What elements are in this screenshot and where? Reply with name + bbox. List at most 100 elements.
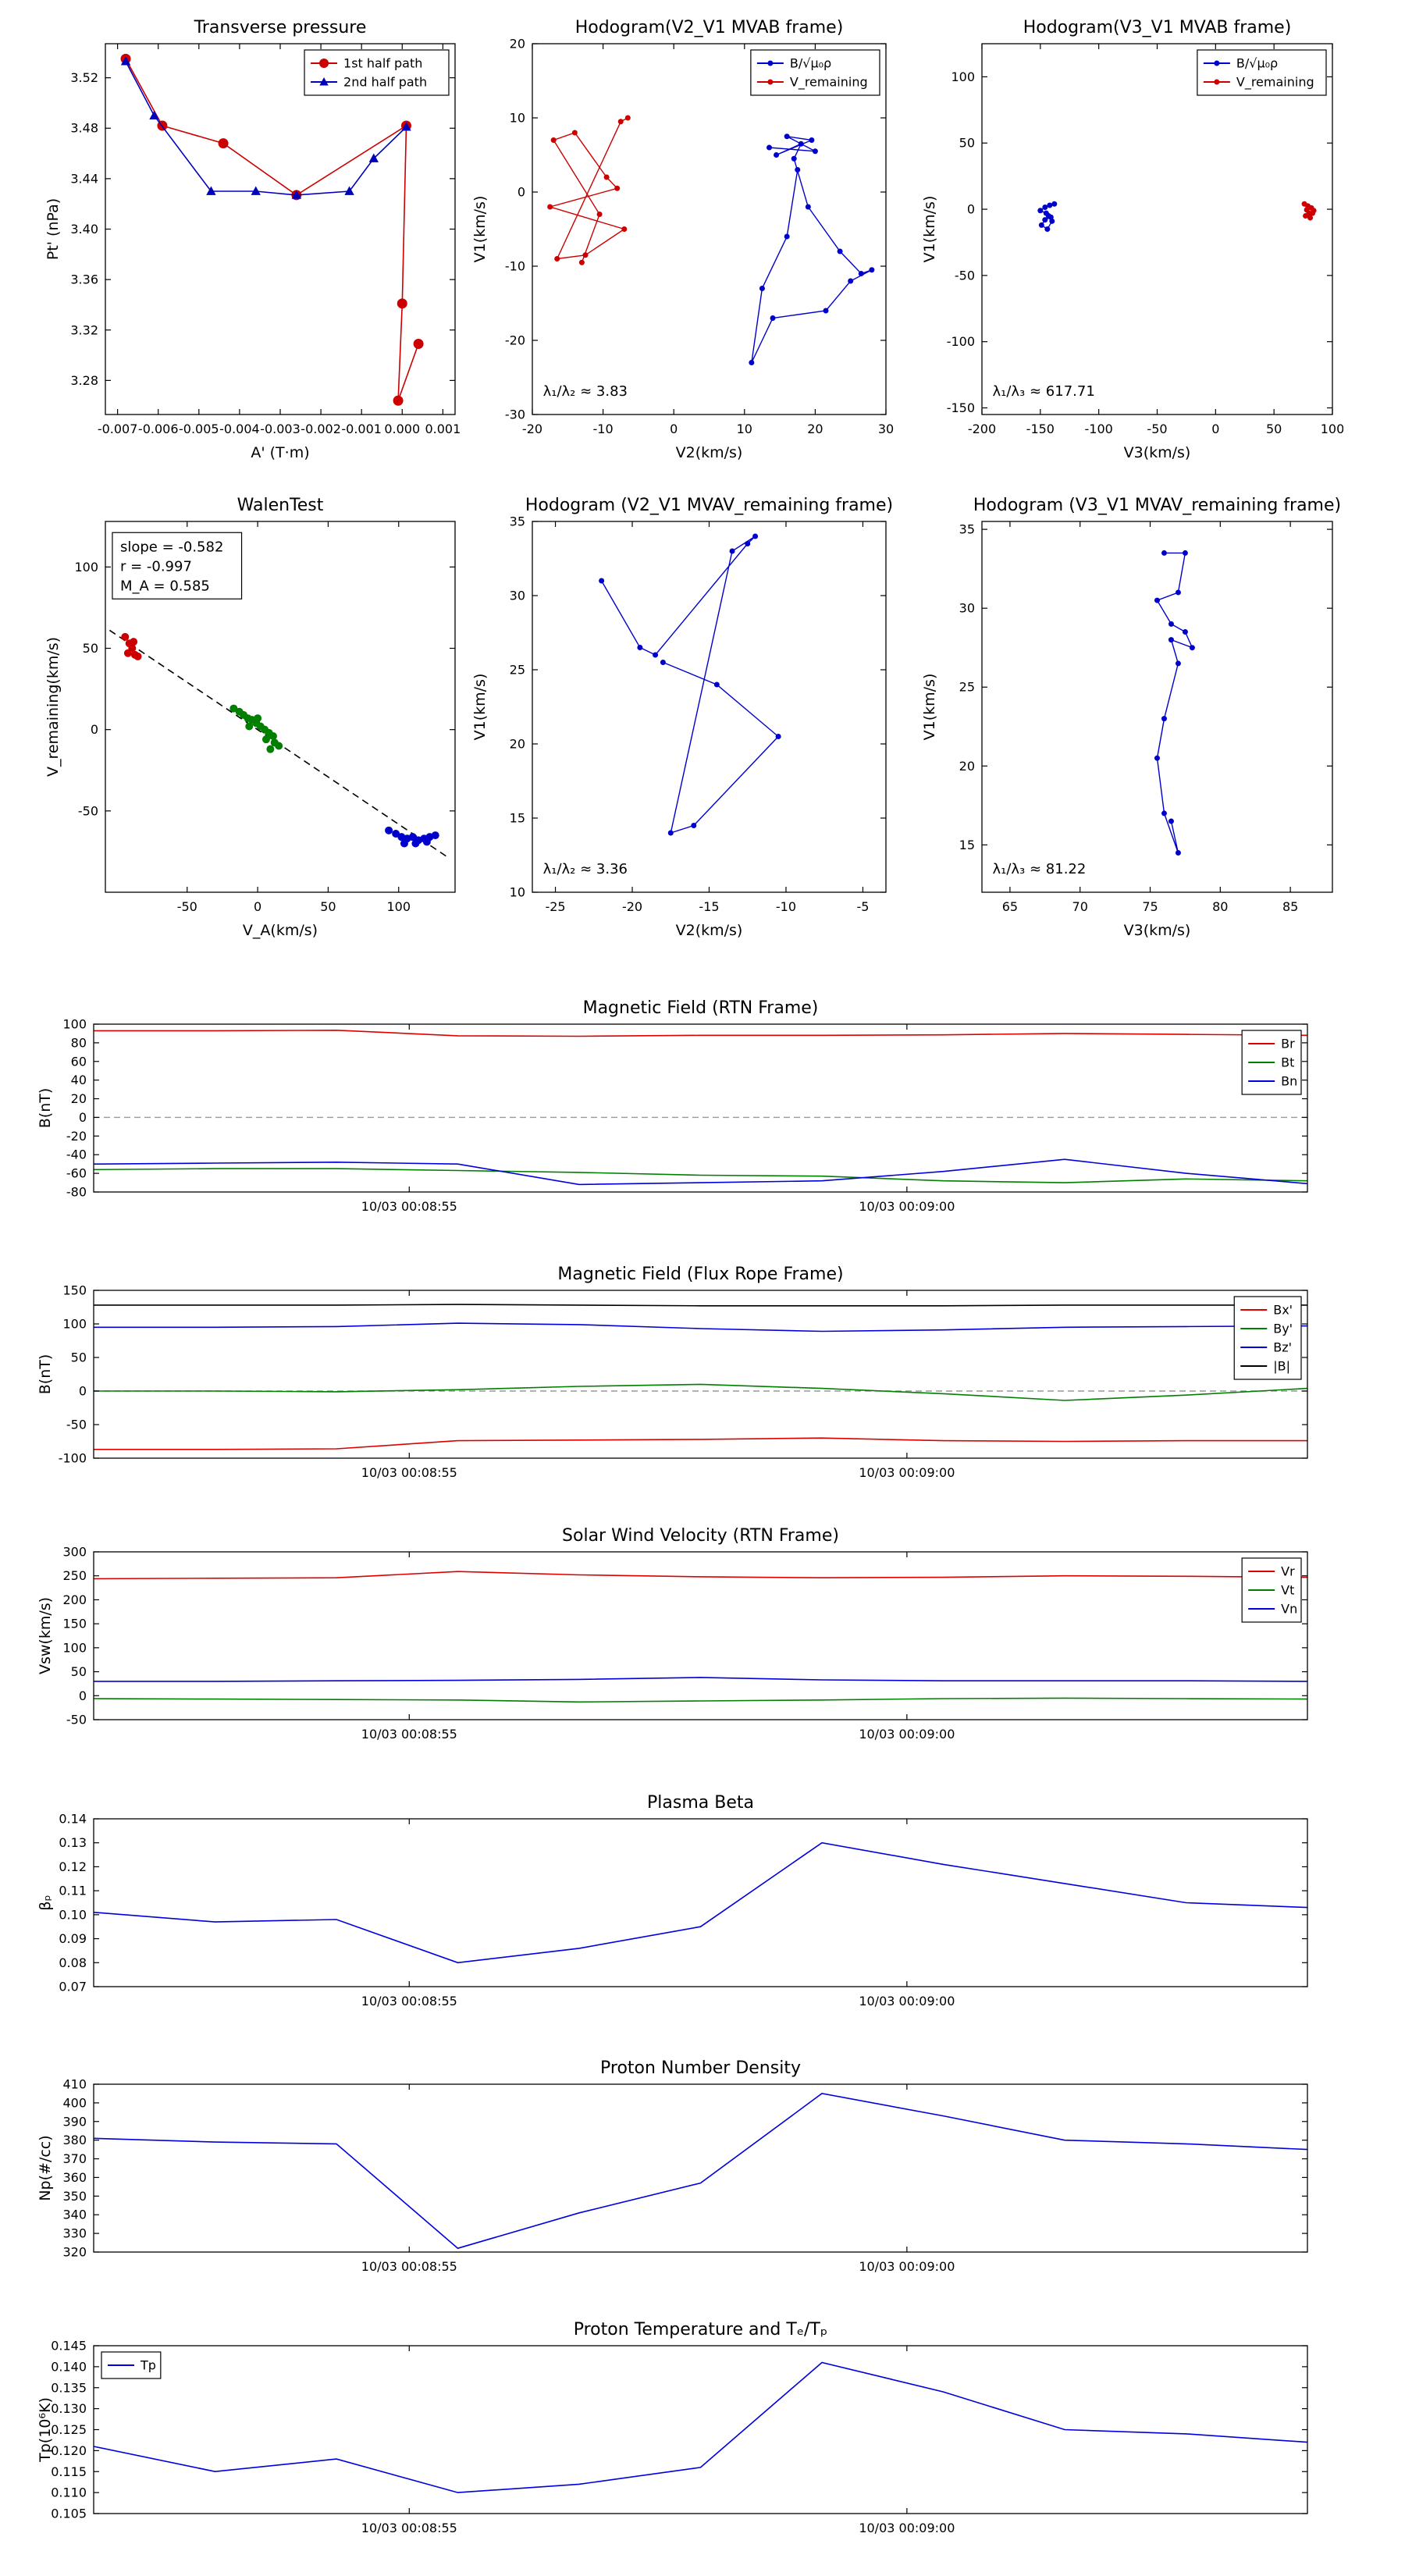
dot-marker: [795, 167, 801, 173]
series-line: [94, 1437, 1307, 1450]
x-tick-label: 75: [1142, 899, 1158, 914]
annotation-box: [112, 532, 243, 600]
annotation-text: λ₁/λ₂ ≈ 3.83: [543, 383, 628, 400]
triangle-marker: [120, 56, 131, 66]
y-tick-label: 250: [62, 1568, 87, 1583]
x-axis-label: V_A(km/s): [243, 922, 318, 939]
legend-label: |B|: [1273, 1359, 1290, 1374]
axes-frame: [93, 1818, 1308, 1987]
x-tick-label: 0: [254, 899, 261, 914]
x-tick-label: 10/03 00:09:00: [859, 2259, 955, 2274]
circle-marker: [266, 745, 275, 753]
dot-marker: [1049, 218, 1055, 224]
y-tick-label: 0: [91, 722, 98, 737]
x-tick-label: -0.004: [219, 422, 260, 436]
y-tick-label: -10: [505, 259, 525, 274]
circle-marker: [393, 395, 404, 406]
y-axis-label: V1(km/s): [921, 674, 938, 741]
y-tick-label: -50: [955, 268, 975, 283]
dot-marker: [858, 271, 864, 276]
y-tick-label: -100: [59, 1451, 87, 1466]
chart-title: Hodogram(V3_V1 MVAB frame): [1023, 18, 1292, 37]
legend-label: B/√μ₀ρ: [1236, 56, 1278, 71]
triangle-marker: [206, 186, 216, 195]
dot-marker: [578, 259, 585, 265]
axes-frame: [105, 43, 456, 415]
y-tick-label: 10: [510, 885, 525, 900]
series-line: [600, 535, 780, 834]
x-tick-label: -0.006: [138, 422, 179, 436]
y-axis-label: Pt' (nPa): [44, 198, 62, 260]
dot-marker: [1307, 215, 1314, 221]
y-axis-label: Np(#/cc): [37, 2135, 54, 2201]
triangle-marker: [149, 110, 159, 119]
x-tick-label: -10: [776, 899, 796, 914]
x-tick-label: -0.007: [98, 422, 138, 436]
legend-label: Tp: [140, 2358, 156, 2373]
series-line: [751, 136, 873, 363]
x-tick-label: 10/03 00:08:55: [361, 1727, 457, 1742]
series-line: [548, 117, 628, 263]
dot-marker: [823, 308, 829, 314]
x-tick-label: -50: [1147, 422, 1167, 436]
dot-marker: [1189, 645, 1195, 651]
y-tick-label: 300: [62, 1545, 87, 1560]
circle-marker: [121, 632, 130, 641]
panel-hodogram-v2v1-mvav: -25 -20 -15 -10 -5 10 15 20 25 30 35 Hodogram (V2_V…: [466, 486, 897, 942]
panel-solar-wind-velocity: 10/03 00:08:55 10/03 00:09:00 -50 0 50 100 150…: [31, 1521, 1343, 1755]
series-line: [1156, 552, 1193, 853]
y-tick-label: 320: [62, 2245, 87, 2260]
y-tick-label: 25: [510, 663, 525, 678]
axes-frame: [981, 521, 1333, 893]
series-line: [93, 2361, 1308, 2493]
dot-marker: [554, 256, 560, 262]
x-axis-label: V2(km/s): [676, 444, 743, 461]
circle-marker: [218, 138, 229, 149]
dot-marker: [1303, 213, 1309, 219]
legend-label: V_remaining: [790, 75, 868, 91]
chart-title: Transverse pressure: [194, 18, 367, 37]
x-tick-label: 10/03 00:08:55: [361, 1199, 457, 1214]
dot-marker: [1214, 79, 1220, 85]
dot-marker: [713, 681, 720, 688]
circle-marker: [254, 714, 262, 723]
y-tick-label: 380: [62, 2133, 87, 2147]
dot-marker: [837, 248, 843, 254]
panel-hodogram-v3v1-mvab: -200 -150 -100 -50 0 50 100 -150 -100 -50 0 50 100 Ho…: [916, 8, 1343, 464]
y-axis-label: Tp(10⁶K): [37, 2397, 54, 2463]
y-tick-label: 3.40: [70, 222, 98, 237]
x-tick-label: 10/03 00:08:55: [361, 2259, 457, 2274]
dot-marker: [621, 226, 628, 232]
dot-marker: [1045, 213, 1051, 219]
circle-marker: [275, 742, 283, 750]
dot-marker: [637, 645, 643, 650]
chart-vsw-rtn: 10/03 00:08:55 10/03 00:09:00 -50 0 50 100 150…: [37, 1526, 1308, 1742]
y-tick-label: 0.11: [59, 1884, 87, 1898]
circle-marker: [130, 638, 138, 646]
x-tick-label: -0.005: [179, 422, 219, 436]
y-tick-label: 0: [79, 1384, 87, 1399]
dot-marker: [809, 137, 815, 143]
chart-hodogram-v3v1-mvab: -200 -150 -100 -50 0 50 100 -150 -100 -50 0 50 100 Ho…: [921, 18, 1343, 461]
legend-label: 1st half path: [343, 56, 422, 71]
dot-marker: [691, 823, 697, 828]
dot-marker: [1175, 660, 1181, 667]
x-tick-label: 0.001: [425, 422, 461, 436]
y-axis-label: Vsw(km/s): [37, 1597, 54, 1674]
dot-marker: [667, 830, 674, 836]
circle-marker: [397, 298, 407, 309]
y-tick-label: 100: [951, 69, 975, 84]
y-tick-label: 400: [62, 2095, 87, 2110]
y-tick-label: 25: [959, 680, 975, 695]
x-tick-label: 20: [807, 422, 823, 436]
dot-marker: [1044, 226, 1051, 232]
x-axis-label: V2(km/s): [676, 922, 743, 939]
y-tick-label: 0.145: [51, 2339, 87, 2354]
triangle-marker: [368, 153, 379, 162]
x-tick-label: 10/03 00:08:55: [361, 2521, 457, 2535]
dot-marker: [1047, 202, 1053, 208]
series-line: [94, 1383, 1308, 1401]
y-axis-label: B(nT): [37, 1354, 54, 1395]
chart-walen-test: -50 0 50 100 -50 0 50 100 WalenTest V_A(km/s) V_re…: [44, 496, 456, 939]
y-tick-label: 0: [967, 202, 975, 217]
